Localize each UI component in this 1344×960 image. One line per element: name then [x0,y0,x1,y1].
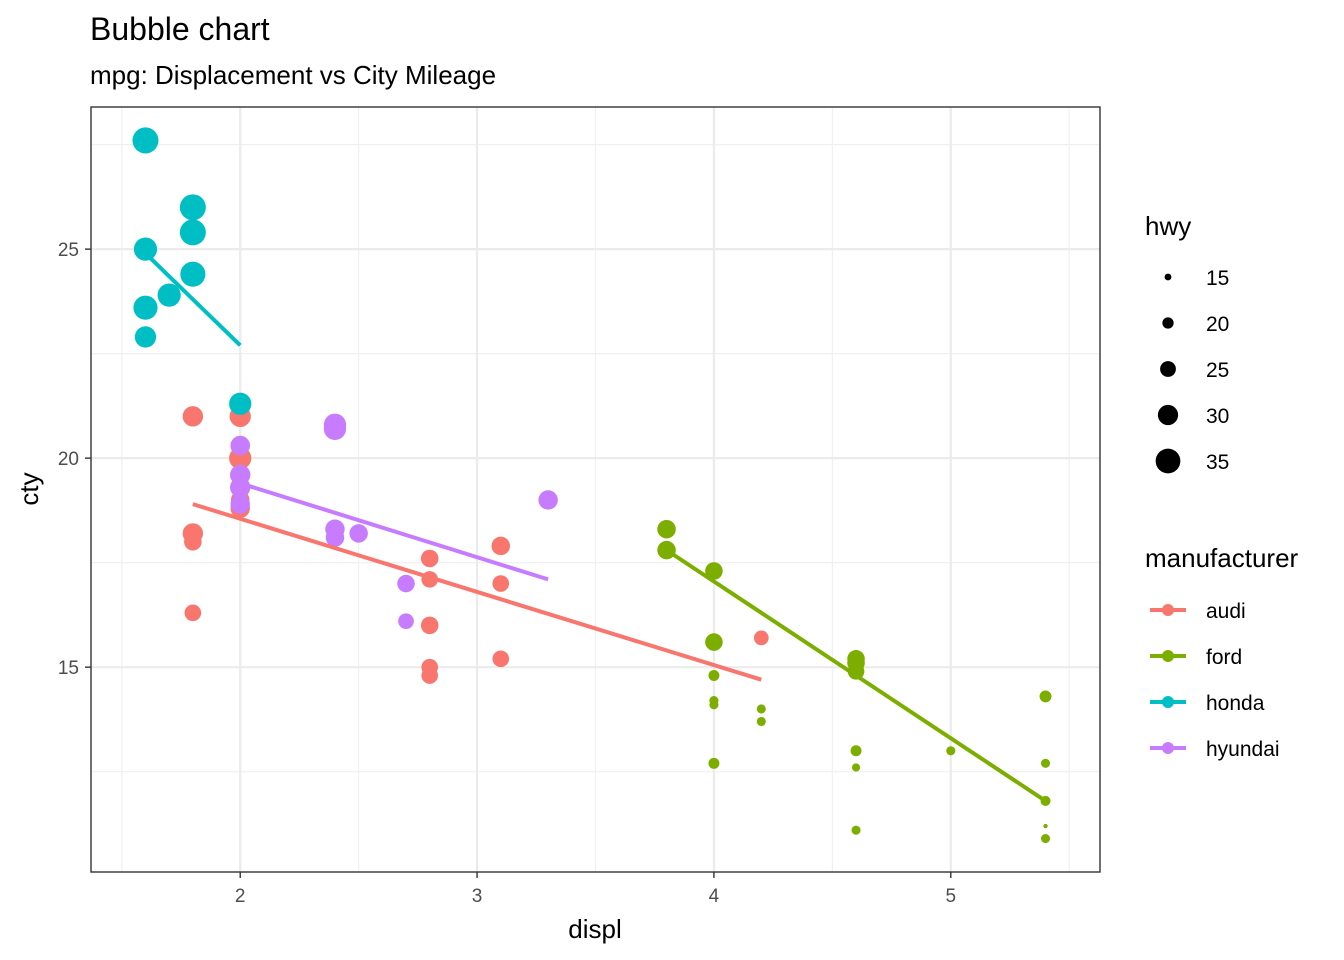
color-legend-dot [1162,650,1174,662]
data-point-ford [851,763,861,772]
data-point-audi [182,406,204,427]
x-axis-label: displ [568,914,621,944]
data-point-honda [132,127,159,154]
size-legend: hwy 15 20 25 30 35 [1145,211,1229,474]
y-tick-label: 25 [58,240,79,261]
color-legend-title: manufacturer [1145,543,1299,573]
trend-line-hyundai [239,481,549,582]
data-point-hyundai [398,613,414,630]
data-point-ford [708,757,720,769]
size-legend-key [1164,273,1172,281]
data-point-ford [1039,690,1052,703]
data-point-audi [184,532,202,551]
color-legend-dot [1162,604,1174,616]
size-legend-label: 15 [1206,267,1229,290]
data-point-audi [492,575,510,592]
data-point-ford [709,700,719,710]
data-point-honda [179,194,206,221]
data-point-ford [1040,834,1051,844]
data-point-audi [753,630,769,646]
data-point-audi [420,616,439,635]
data-point-ford [708,670,720,682]
data-point-ford [1043,823,1048,829]
series-hyundai [230,413,558,630]
size-legend-key [1160,361,1176,377]
size-legend-label: 35 [1206,451,1229,474]
x-axis-ticks: 2 3 4 5 [235,872,956,907]
color-legend-label: audi [1206,600,1246,623]
x-tick-label: 4 [709,886,720,907]
data-point-ford [756,716,766,727]
data-point-honda [134,326,157,348]
color-legend: manufacturer audi ford honda hyundai [1145,543,1299,761]
data-point-hyundai [349,524,368,543]
data-point-hyundai [230,435,250,456]
plot-panel [90,106,1101,873]
data-point-hyundai [325,528,345,547]
y-tick-label: 20 [58,449,79,470]
data-point-hyundai [230,494,250,514]
size-legend-label: 20 [1206,313,1229,336]
data-point-audi [421,667,439,684]
size-legend-key [1157,404,1179,426]
color-legend-label: hyundai [1206,738,1280,761]
color-legend-dot [1162,742,1174,754]
size-legend-key [1162,317,1174,329]
size-legend-title: hwy [1145,211,1191,241]
panel-border [90,106,1101,873]
data-point-honda [157,283,181,307]
data-point-ford [851,825,861,835]
y-axis-label: cty [14,472,44,505]
color-legend-dot [1162,696,1174,708]
data-point-ford [705,562,723,580]
size-legend-key [1155,448,1181,474]
trend-line-ford [665,548,1047,803]
data-point-audi [492,650,510,668]
data-point-hyundai [397,575,415,592]
x-tick-label: 2 [235,886,246,907]
data-point-hyundai [323,417,347,441]
series-honda [132,127,252,415]
data-point-honda [179,219,206,246]
data-point-audi [184,604,202,622]
data-point-audi [491,536,511,556]
size-legend-label: 30 [1206,405,1229,428]
data-point-ford [851,745,862,756]
y-tick-label: 15 [58,658,79,679]
trend-line-audi [192,502,762,682]
chart-title: Bubble chart [90,11,270,47]
data-point-ford [756,704,766,714]
chart-subtitle: mpg: Displacement vs City Mileage [90,60,496,90]
data-point-ford [847,663,865,680]
size-legend-label: 25 [1206,359,1229,382]
color-legend-label: ford [1206,646,1242,669]
data-point-audi [420,549,439,568]
x-tick-label: 3 [472,886,483,907]
data-point-ford [705,633,723,651]
data-point-ford [1040,758,1051,768]
data-point-honda [133,295,158,320]
data-point-hyundai [230,477,251,498]
data-point-honda [180,261,206,287]
y-axis-ticks: 15 20 25 [58,240,91,679]
data-point-ford [946,746,956,756]
color-legend-label: honda [1206,692,1265,715]
trend-line-honda [144,251,242,347]
data-point-hyundai [538,490,558,510]
data-point-ford [657,519,676,539]
data-point-honda [229,392,252,415]
data-point-honda [133,237,158,261]
x-tick-label: 5 [945,886,956,907]
